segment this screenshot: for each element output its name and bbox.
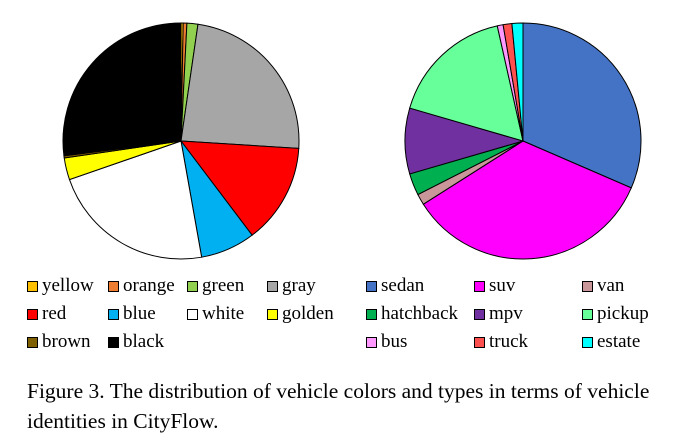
legend-label-suv: suv xyxy=(489,275,516,296)
pie-slice-white xyxy=(68,140,203,260)
figure-caption: Figure 3. The distribution of vehicle co… xyxy=(27,379,650,433)
pie-slice-red xyxy=(179,140,300,236)
legend-item-green: green xyxy=(187,272,244,300)
pie-slice-black xyxy=(62,22,182,157)
legend-item-estate: estate xyxy=(582,328,640,356)
type-pie-chart xyxy=(404,22,642,260)
color-pie-chart xyxy=(62,22,300,260)
pie-charts xyxy=(62,22,642,260)
legend-label-black: black xyxy=(123,331,165,352)
legend-label-truck: truck xyxy=(489,331,529,352)
legend-label-white: white xyxy=(202,303,245,324)
legend-label-pickup: pickup xyxy=(597,303,649,324)
pie-slice-sedan xyxy=(522,22,642,189)
legend-swatch-mpv xyxy=(474,308,485,320)
legend-swatch-blue xyxy=(108,308,119,320)
legend-swatch-white xyxy=(187,308,198,320)
legend-swatch-yellow xyxy=(27,280,38,292)
pie-slice-gray xyxy=(180,23,300,149)
legend-swatch-black xyxy=(108,336,119,348)
legend-item-brown: brown xyxy=(27,328,91,356)
legend-item-truck: truck xyxy=(474,328,528,356)
legend-label-van: van xyxy=(597,275,625,296)
pie-slice-suv xyxy=(422,140,632,260)
legend-label-golden: golden xyxy=(282,303,334,324)
legend-label-brown: brown xyxy=(42,331,91,352)
legend-item-yellow: yellow xyxy=(27,272,94,300)
pie-slice-estate xyxy=(511,22,524,142)
legend-label-gray: gray xyxy=(282,275,316,296)
legend-item-gray: gray xyxy=(267,272,316,300)
legend-label-bus: bus xyxy=(381,331,408,352)
legend-label-blue: blue xyxy=(123,303,156,324)
pie-slice-pickup xyxy=(409,25,524,142)
color-legend: yellow orange green gray red blue white golden b… xyxy=(27,272,347,356)
legend-label-sedan: sedan xyxy=(381,275,425,296)
legend-swatch-pickup xyxy=(582,308,593,320)
legend-swatch-bus xyxy=(366,336,377,348)
legend-item-white: white xyxy=(187,300,244,328)
legend-swatch-estate xyxy=(582,336,593,348)
legend-item-red: red xyxy=(27,300,66,328)
legend-item-golden: golden xyxy=(267,300,334,328)
legend-item-pickup: pickup xyxy=(582,300,649,328)
legend-item-hatchback: hatchback xyxy=(366,300,458,328)
legend-swatch-sedan xyxy=(366,280,377,292)
legend-label-red: red xyxy=(42,303,67,324)
legend-item-van: van xyxy=(582,272,624,300)
legend-swatch-gray xyxy=(267,280,278,292)
legend-label-green: green xyxy=(202,275,245,296)
legend-item-orange: orange xyxy=(108,272,175,300)
legend-label-estate: estate xyxy=(597,331,641,352)
legend-item-mpv: mpv xyxy=(474,300,523,328)
legend-swatch-brown xyxy=(27,336,38,348)
legend-swatch-golden xyxy=(267,308,278,320)
legend-item-suv: suv xyxy=(474,272,515,300)
legend-label-mpv: mpv xyxy=(489,303,523,324)
type-legend: sedan suv van hatchback mpv pickup bus truck est… xyxy=(366,272,696,356)
legend-swatch-hatchback xyxy=(366,308,377,320)
legend-item-sedan: sedan xyxy=(366,272,424,300)
legend-swatch-red xyxy=(27,308,38,320)
legend-swatch-suv xyxy=(474,280,485,292)
legend-swatch-green xyxy=(187,280,198,292)
legend-label-yellow: yellow xyxy=(42,275,94,296)
legend-swatch-truck xyxy=(474,336,485,348)
legend-item-bus: bus xyxy=(366,328,407,356)
legend-swatch-van xyxy=(582,280,593,292)
legend-item-black: black xyxy=(108,328,164,356)
legend-label-orange: orange xyxy=(123,275,175,296)
legend-swatch-orange xyxy=(108,280,119,292)
legend-item-blue: blue xyxy=(108,300,156,328)
legend-label-hatchback: hatchback xyxy=(381,303,459,324)
